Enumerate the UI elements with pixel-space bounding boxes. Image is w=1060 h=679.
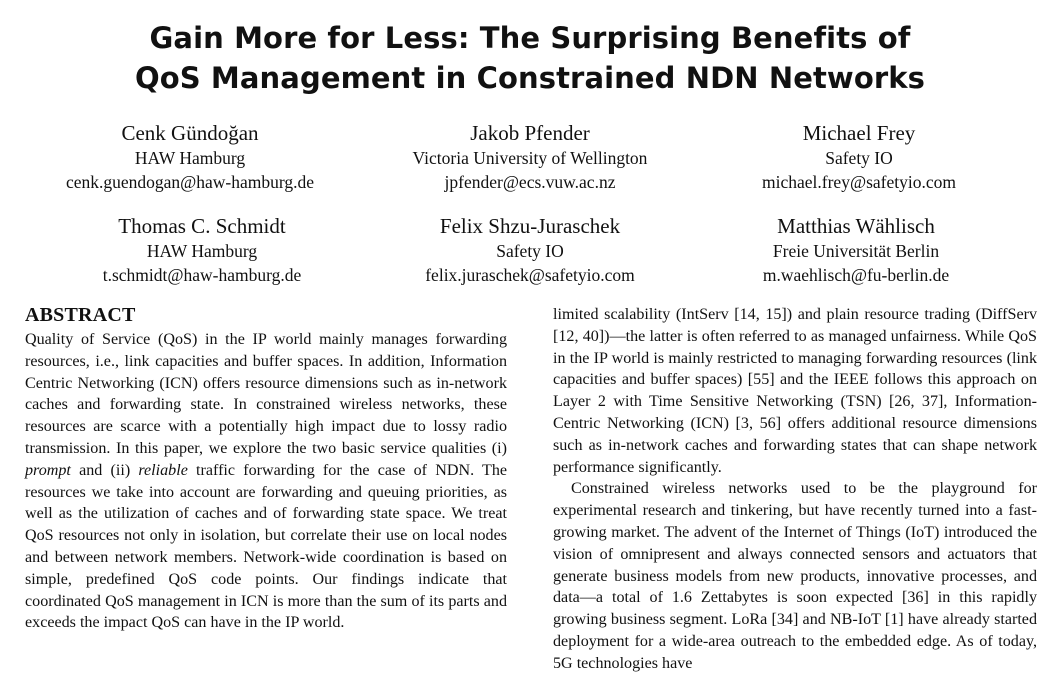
author-email: t.schmidt@haw-hamburg.de — [102, 265, 302, 285]
author-block-2: Jakob Pfender Victoria University of Wel… — [350, 120, 710, 194]
body-paragraph: limited scalability (IntServ [14, 15]) a… — [553, 306, 1037, 476]
abstract-text: traffic forwarding for the case of NDN. … — [25, 461, 508, 632]
author-name: Jakob Pfender — [470, 121, 590, 145]
author-block-5: Felix Shzu-Juraschek Safety IO felix.jur… — [350, 213, 710, 287]
author-affiliation: Safety IO — [496, 241, 564, 261]
author-affiliation: Freie Universität Berlin — [772, 241, 940, 261]
author-name: Thomas C. Schmidt — [118, 214, 286, 238]
author-affiliation: Victoria University of Wellington — [412, 148, 648, 168]
author-name: Michael Frey — [802, 121, 916, 145]
author-email: felix.juraschek@safetyio.com — [425, 265, 635, 285]
title-line-2: QoS Management in Constrained NDN Networ… — [134, 61, 926, 95]
author-email: michael.frey@safetyio.com — [762, 172, 956, 192]
author-affiliation: HAW Hamburg — [134, 148, 246, 168]
author-affiliation: Safety IO — [825, 148, 893, 168]
right-column: limited scalability (IntServ [14, 15]) a… — [553, 304, 1037, 675]
abstract-text: and (ii) — [70, 461, 139, 479]
author-email: cenk.guendogan@haw-hamburg.de — [65, 172, 315, 192]
author-name: Cenk Gündoğan — [121, 121, 259, 145]
author-name: Felix Shzu-Juraschek — [439, 214, 621, 238]
abstract-paragraph: Quality of Service (QoS) in the IP world… — [25, 329, 507, 634]
author-block-4: Thomas C. Schmidt HAW Hamburg t.schmidt@… — [22, 213, 382, 287]
author-block-1: Cenk Gündoğan HAW Hamburg cenk.guendogan… — [10, 120, 370, 194]
abstract-text: Quality of Service (QoS) in the IP world… — [25, 331, 507, 457]
author-block-6: Matthias Wählisch Freie Universität Berl… — [676, 213, 1036, 287]
title-line-1: Gain More for Less: The Surprising Benef… — [149, 21, 911, 55]
body-paragraph: Constrained wireless networks used to be… — [553, 480, 1037, 672]
left-column: ABSTRACT Quality of Service (QoS) in the… — [25, 303, 507, 634]
abstract-emphasis-reliable: reliable — [138, 461, 188, 479]
author-affiliation: HAW Hamburg — [146, 241, 258, 261]
author-name: Matthias Wählisch — [777, 214, 935, 238]
abstract-heading: ABSTRACT — [25, 304, 136, 326]
author-block-3: Michael Frey Safety IO michael.frey@safe… — [679, 120, 1039, 194]
author-email: m.waehlisch@fu-berlin.de — [762, 265, 950, 285]
abstract-emphasis-prompt: prompt — [25, 461, 71, 479]
author-email: jpfender@ecs.vuw.ac.nz — [444, 172, 616, 192]
paper-title: Gain More for Less: The Surprising Benef… — [0, 18, 1060, 98]
